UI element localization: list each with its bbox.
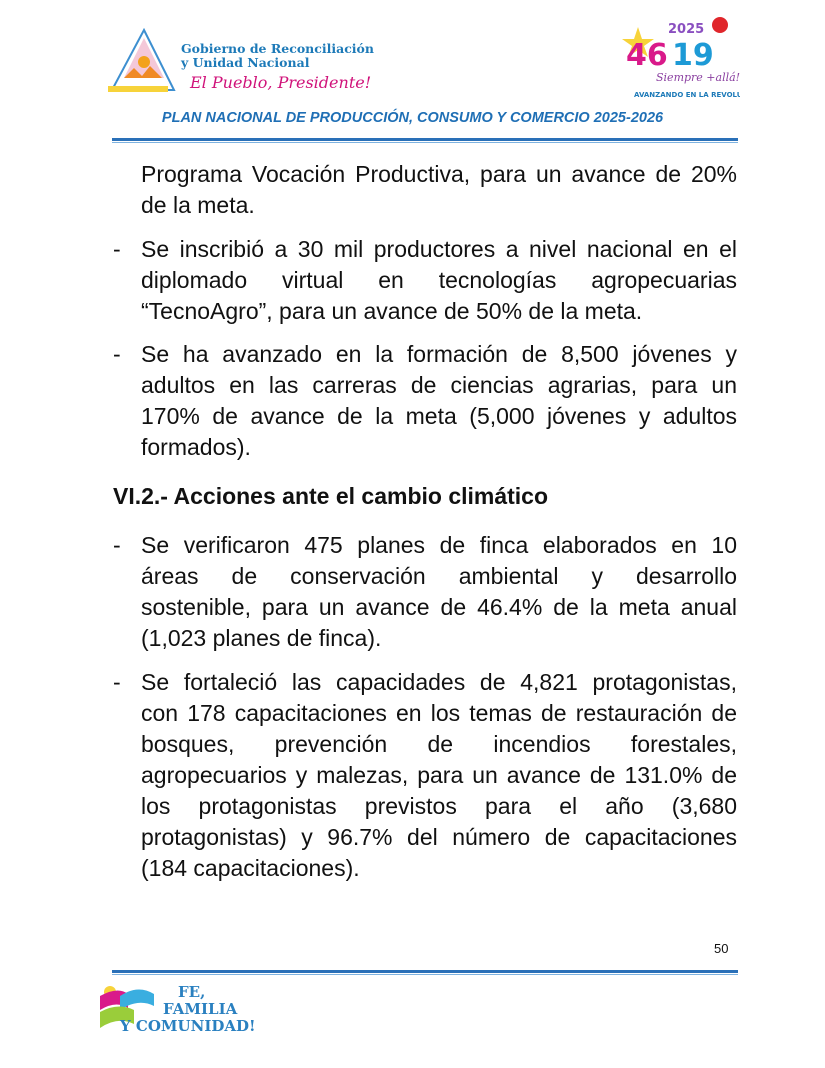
- text-line: (1,023 planes de finca).: [141, 625, 382, 651]
- list-item: - Se inscribió a 30 mil productores a niv…: [113, 234, 737, 327]
- footer-slogan-line: FAMILIA: [163, 1000, 238, 1018]
- bullet-dash: -: [113, 341, 121, 367]
- section-heading: VI.2.- Acciones ante el cambio climático: [113, 483, 549, 509]
- footer-slogan-line: FE,: [178, 983, 206, 1001]
- text-line: Se ha avanzado en la formación de 8,500 …: [141, 341, 737, 367]
- gov-line-2: y Unidad Nacional: [181, 55, 310, 70]
- government-emblem: [104, 27, 176, 98]
- bullet-dash: -: [113, 532, 121, 558]
- text-line: (184 capacitaciones).: [141, 855, 360, 881]
- text-line: protagonistas) y 96.7% del número de cap…: [141, 824, 737, 850]
- fe-familia-logo: [98, 982, 158, 1032]
- svg-text:Siempre +allá!: Siempre +allá!: [656, 71, 740, 84]
- header-divider: [112, 138, 738, 143]
- text-line: diplomado virtual en tecnologías agropec…: [141, 267, 737, 293]
- list-item: - Se verificaron 475 planes de finca elab…: [113, 530, 737, 654]
- text-line: Programa Vocación Productiva, para un av…: [141, 161, 737, 187]
- svg-text:2025: 2025: [668, 22, 704, 37]
- gov-line-1: Gobierno de Reconciliación: [181, 41, 374, 56]
- bullet-dash: -: [113, 669, 121, 695]
- text-line: formados).: [141, 434, 251, 460]
- text-line: Se verificaron 475 planes de finca elabo…: [141, 532, 737, 558]
- list-item: - Se fortaleció las capacidades de 4,821 …: [113, 667, 737, 884]
- svg-text:19: 19: [672, 38, 714, 73]
- svg-text:AVANZANDO EN LA REVOLUCIÓN!: AVANZANDO EN LA REVOLUCIÓN!: [634, 90, 740, 99]
- text-line: Se inscribió a 30 mil productores a nive…: [141, 236, 737, 262]
- text-line: áreas de conservación ambiental y desarr…: [141, 563, 737, 589]
- text-line: los protagonistas previstos para el año …: [141, 793, 737, 819]
- text-line: 170% de avance de la meta (5,000 jóvenes…: [141, 403, 737, 429]
- bullet-dash: -: [113, 236, 121, 262]
- header-slogan: El Pueblo, Presidente!: [190, 73, 372, 92]
- text-line: bosques, prevención de incendios foresta…: [141, 731, 737, 757]
- text-line: adultos en las carreras de ciencias agra…: [141, 372, 737, 398]
- text-line: Se fortaleció las capacidades de 4,821 p…: [141, 669, 737, 695]
- footer-divider: [112, 970, 738, 975]
- intro-paragraph: Programa Vocación Productiva, para un av…: [113, 159, 737, 221]
- anniversary-logo: 2025 46 19 Siempre +allá! AVANZANDO EN L…: [620, 17, 765, 101]
- text-line: de la meta.: [141, 192, 255, 218]
- text-line: con 178 capacitaciones en los temas de r…: [141, 700, 737, 726]
- document-title: PLAN NACIONAL DE PRODUCCIÓN, CONSUMO Y C…: [161, 110, 664, 126]
- text-line: “TecnoAgro”, para un avance de 50% de la…: [141, 298, 643, 324]
- footer-slogan: FE, FAMILIA Y COMUNIDAD!: [120, 984, 256, 1035]
- government-name: Gobierno de Reconciliación y Unidad Naci…: [181, 42, 374, 70]
- list-item: - Se ha avanzado en la formación de 8,500…: [113, 339, 737, 463]
- svg-text:46: 46: [626, 38, 668, 73]
- text-line: agropecuarios y malezas, para un avance …: [141, 762, 737, 788]
- text-line: sostenible, para un avance de 46.4% de l…: [141, 594, 737, 620]
- page-number: 50: [714, 941, 729, 956]
- footer-slogan-line: Y COMUNIDAD!: [120, 1017, 256, 1035]
